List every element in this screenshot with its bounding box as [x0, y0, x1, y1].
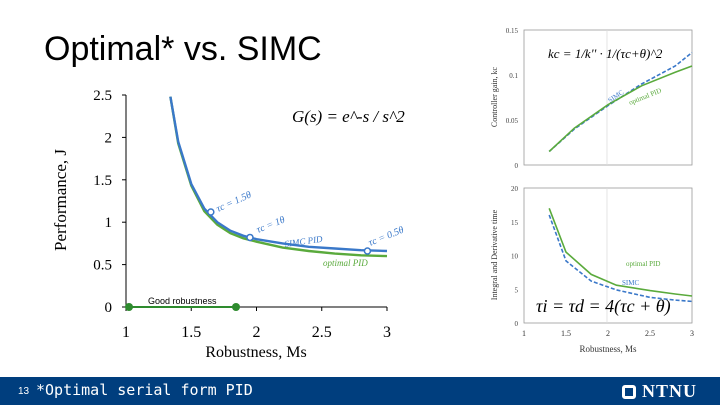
x-axis-title: Robustness, Ms	[579, 344, 637, 354]
series-line	[548, 51, 693, 153]
y-axis-title: Performance, J	[51, 149, 70, 251]
charts-canvas: 1 1.5 2 2.5 3 0 0.5 1 1.5 2 2.5 Robustness, Ms Perfo…	[51, 27, 694, 361]
page-number: 13	[18, 386, 30, 397]
tau-marker-label: τc = 0.5θ	[367, 225, 406, 249]
y-axis-title: Controller gain, kc	[490, 66, 499, 127]
transfer-function: G(s) = e^-s / s^2	[292, 107, 405, 126]
x-tick-label: 3	[383, 324, 391, 341]
logo-mark-icon	[622, 384, 636, 399]
y-tick-label: 0.5	[93, 258, 112, 274]
y-tick-label: 1	[105, 215, 113, 231]
y-tick-label: 2.5	[93, 88, 112, 104]
gain-formula: kc = 1/k'' · 1/(τc+θ)^2	[548, 46, 663, 61]
y-tick-label: 20	[511, 185, 519, 193]
x-tick-label: 2.5	[645, 329, 655, 338]
tau-marker-label: τc = 1.5θ	[215, 190, 254, 215]
robustness-annotation: Good robustness	[148, 296, 217, 306]
plot-frame	[523, 187, 693, 324]
series-label-optimal: optimal PID	[323, 258, 368, 268]
series-line-simc	[169, 96, 388, 253]
x-tick-label: 1	[122, 324, 130, 341]
y-tick-label: 0.15	[506, 27, 519, 35]
series-line	[548, 208, 693, 297]
robustness-bar-start	[125, 303, 133, 311]
tau-marker	[207, 208, 215, 216]
x-tick-label: 2	[606, 329, 610, 338]
ntnu-logo: NTNU	[622, 381, 697, 402]
gain-chart: 0 0.05 0.1 0.15 Controller gain, kc kc = 1/k'…	[490, 27, 693, 170]
tau-marker	[246, 233, 254, 242]
x-tick-label: 1	[522, 329, 526, 338]
time-formula: τi = τd = 4(τc + θ)	[536, 296, 671, 317]
series-label-simc: SIMC	[622, 279, 639, 287]
y-tick-label: 0	[105, 300, 113, 316]
y-tick-label: 0.1	[509, 72, 518, 80]
x-axis-title: Robustness, Ms	[205, 344, 306, 361]
footer-bar: 13 *Optimal serial form PID NTNU	[0, 377, 720, 405]
logo-text: NTNU	[642, 381, 698, 401]
x-tick-label: 1.5	[181, 324, 201, 341]
x-tick-label: 1.5	[561, 329, 571, 338]
y-tick-label: 15	[511, 219, 519, 227]
plot-frame	[523, 29, 693, 166]
y-tick-label: 10	[511, 253, 519, 261]
series-line	[548, 214, 693, 303]
y-axis-title: Integral and Derivative time	[490, 209, 499, 300]
x-tick-label: 2.5	[312, 324, 332, 341]
main-chart: 1 1.5 2 2.5 3 0 0.5 1 1.5 2 2.5 Robustness, Ms Perfo…	[51, 88, 406, 361]
x-tick-label: 3	[690, 329, 694, 338]
slide-title: Optimal* vs. SIMC	[44, 30, 322, 68]
y-tick-label: 2	[105, 130, 113, 146]
y-tick-label: 0.05	[506, 117, 519, 125]
series-label-optimal: optimal PID	[626, 260, 660, 268]
integral-time-chart: 0 5 10 15 20 1 1.5 2 2.5 3 Robustness, Ms Integral …	[490, 185, 694, 354]
footnote: *Optimal serial form PID	[36, 381, 253, 399]
series-label-simc: SIMC	[607, 88, 626, 105]
y-tick-label: 0	[515, 162, 519, 170]
tau-marker	[363, 247, 372, 255]
tau-marker-label: τc = 1θ	[255, 214, 287, 235]
y-tick-label: 5	[515, 286, 519, 294]
series-line	[548, 65, 693, 153]
x-tick-label: 2	[253, 324, 261, 341]
y-tick-label: 0	[515, 320, 519, 328]
y-tick-label: 1.5	[93, 173, 112, 189]
robustness-bar-end	[232, 303, 240, 311]
